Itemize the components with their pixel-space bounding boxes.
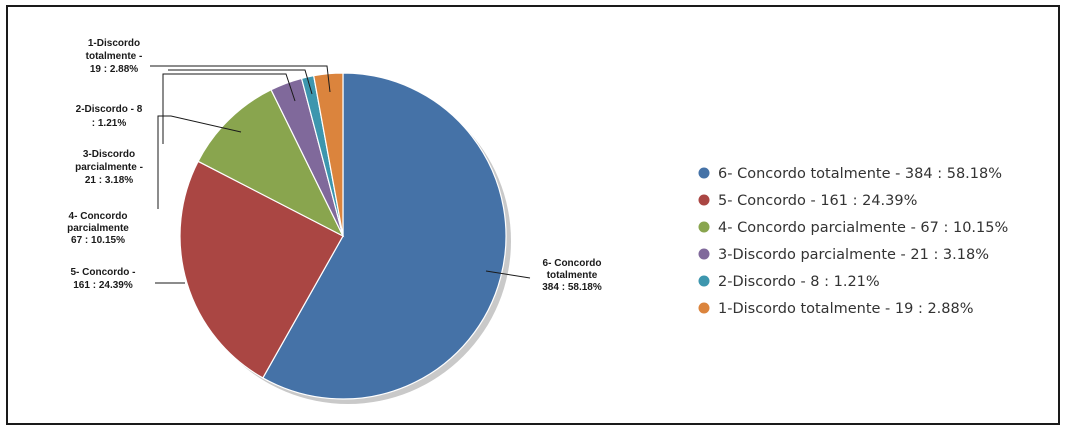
callout-line: 1-Discordo bbox=[88, 38, 140, 49]
callout-leader-1 bbox=[485, 270, 531, 279]
callout-label-5: 2-Discordo - 8 : 1.21% bbox=[76, 104, 143, 129]
legend-label-1: 6- Concordo totalmente - 384 : 58.18% bbox=[718, 166, 1002, 182]
callout-leader-3 bbox=[157, 115, 242, 209]
callout-line: 67 : 10.15% bbox=[71, 235, 125, 246]
legend-marker-4 bbox=[698, 248, 710, 260]
legend-label-6: 1-Discordo totalmente - 19 : 2.88% bbox=[718, 301, 974, 317]
legend-label-5: 2-Discordo - 8 : 1.21% bbox=[718, 274, 880, 290]
callout-line: : 1.21% bbox=[92, 118, 127, 129]
legend-label-3: 4- Concordo parcialmente - 67 : 10.15% bbox=[718, 220, 1008, 236]
callout-line: 4- Concordo bbox=[69, 211, 128, 222]
legend-label-4: 3-Discordo parcialmente - 21 : 3.18% bbox=[718, 247, 989, 263]
pie-chart: 6- Concordo totalmente 384 : 58.18% 5- Conc… bbox=[67, 38, 1008, 404]
callout-line: 161 : 24.39% bbox=[73, 280, 133, 291]
callout-line: parcialmente bbox=[67, 223, 129, 234]
callout-line: 5- Concordo - bbox=[71, 267, 136, 278]
callout-line: totalmente bbox=[547, 270, 598, 281]
callout-line: parcialmente - bbox=[75, 162, 143, 173]
callout-line: 19 : 2.88% bbox=[90, 64, 138, 75]
pie-slice-1 bbox=[262, 72, 507, 400]
legend: 6- Concordo totalmente - 384 : 58.18% 5- … bbox=[698, 166, 1008, 317]
callout-label-6: 1-Discordo totalmente - 19 : 2.88% bbox=[86, 38, 143, 75]
callout-line: 3-Discordo bbox=[83, 149, 135, 160]
pie-slices bbox=[179, 72, 507, 400]
callout-leader-5 bbox=[168, 69, 313, 95]
callout-line: 384 : 58.18% bbox=[542, 282, 602, 293]
callout-line: 2-Discordo - 8 bbox=[76, 104, 143, 115]
legend-marker-1 bbox=[698, 167, 710, 179]
callout-leader-6 bbox=[150, 65, 331, 93]
callout-leader-4 bbox=[162, 73, 296, 144]
callout-label-2: 5- Concordo - 161 : 24.39% bbox=[71, 267, 136, 291]
callout-label-1: 6- Concordo totalmente 384 : 58.18% bbox=[542, 258, 602, 293]
callouts: 6- Concordo totalmente 384 : 58.18% 5- Conc… bbox=[67, 38, 602, 293]
legend-marker-3 bbox=[698, 221, 710, 233]
pie-slice-3 bbox=[197, 88, 345, 238]
legend-label-2: 5- Concordo - 161 : 24.39% bbox=[718, 193, 917, 209]
callout-line: 6- Concordo bbox=[543, 258, 602, 269]
callout-label-4: 3-Discordo parcialmente - 21 : 3.18% bbox=[75, 149, 143, 186]
callout-label-3: 4- Concordo parcialmente 67 : 10.15% bbox=[67, 211, 129, 246]
legend-marker-2 bbox=[698, 194, 710, 206]
callout-line: 21 : 3.18% bbox=[85, 175, 133, 186]
legend-marker-6 bbox=[698, 302, 710, 314]
callout-line: totalmente - bbox=[86, 51, 143, 62]
legend-marker-5 bbox=[698, 275, 710, 287]
